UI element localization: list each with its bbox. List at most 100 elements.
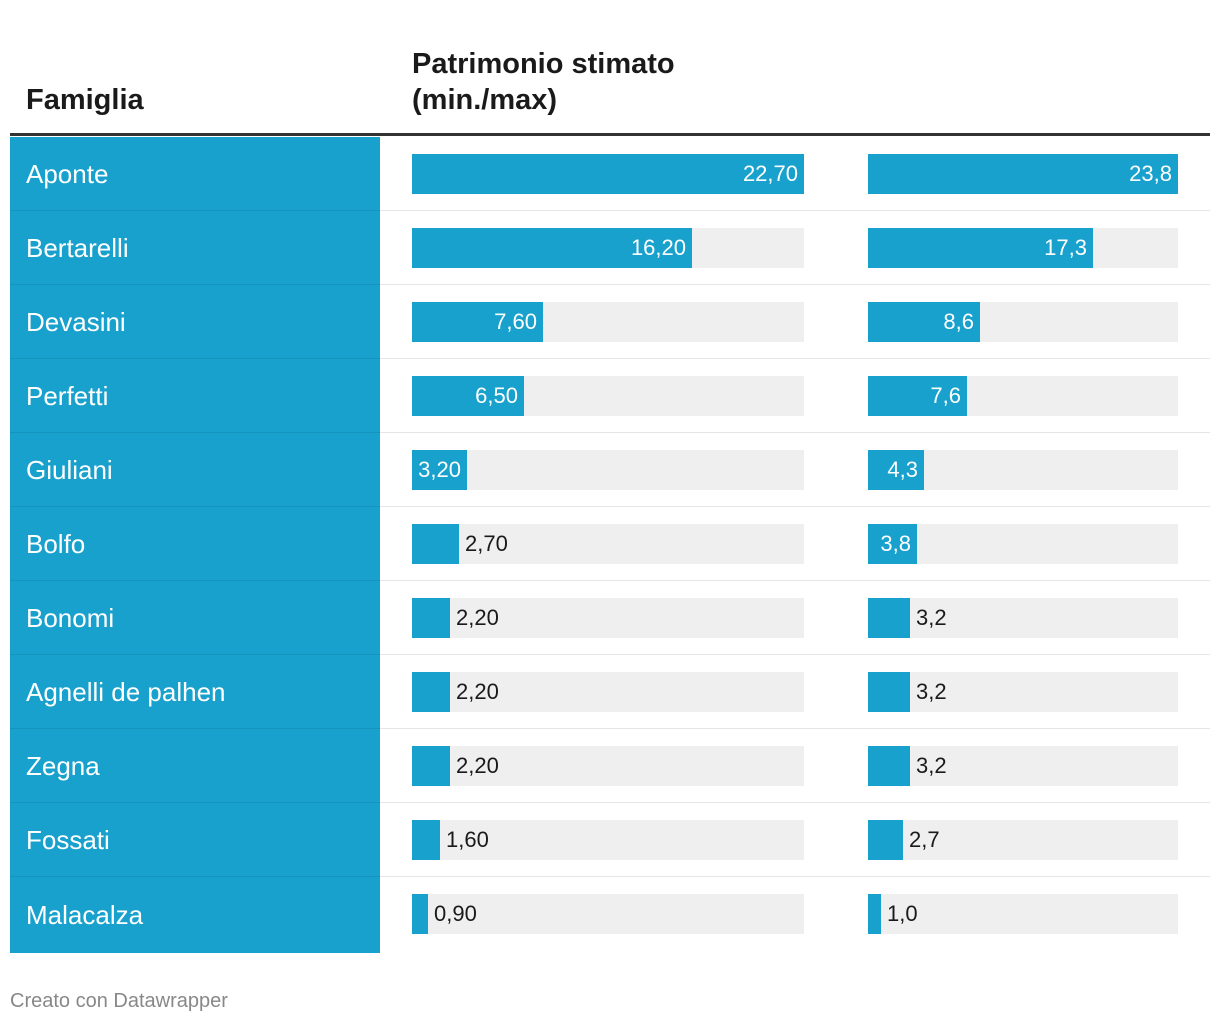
max-bar-track: 17,3 [868,228,1178,268]
max-bar-track: 7,6 [868,376,1178,416]
name-cell-divider [10,802,380,803]
min-bar [412,154,804,194]
min-value-label: 2,70 [465,531,508,556]
max-bar-track: 3,8 [868,524,1178,564]
min-value-label: 0,90 [434,901,477,926]
min-bar [412,598,450,638]
min-bar-track: 16,20 [412,228,804,268]
table-row: Devasini 7,60 8,6 [10,285,1210,359]
footer-credit: Creato con Datawrapper [10,990,228,1012]
max-bar-track: 8,6 [868,302,1178,342]
min-bar [412,376,524,416]
max-value-label: 8,6 [943,309,974,334]
row-divider [380,506,1210,507]
name-cell-divider [10,284,380,285]
family-name-cell: Giuliani [10,433,380,507]
family-name-cell: Bertarelli [10,211,380,285]
table-row: Fossati 1,60 2,7 [10,803,1210,877]
table-row: Bolfo 2,70 3,8 [10,507,1210,581]
max-bar [868,302,980,342]
name-cell-divider [10,432,380,433]
max-bar [868,154,1178,194]
max-value-label: 3,2 [916,679,947,704]
table-row: Aponte 22,70 23,8 [10,137,1210,211]
max-value-label: 3,2 [916,753,947,778]
min-value-label: 2,20 [456,605,499,630]
max-value-label: 23,8 [1129,161,1172,186]
table-row: Giuliani 3,20 4,3 [10,433,1210,507]
name-cell-divider [10,876,380,877]
max-value-label: 3,2 [916,605,947,630]
family-name-cell: Fossati [10,803,380,877]
min-bar-track: 2,20 [412,672,804,712]
row-divider [380,728,1210,729]
family-name-cell: Malacalza [10,877,380,953]
min-bar-track: 2,20 [412,598,804,638]
min-bar [412,228,692,268]
max-bar [868,746,910,786]
name-cell-divider [10,580,380,581]
min-bar [412,820,440,860]
family-name-cell: Agnelli de palhen [10,655,380,729]
row-divider [380,432,1210,433]
family-name-cell: Zegna [10,729,380,803]
max-bar-track: 3,2 [868,672,1178,712]
name-cell-divider [10,654,380,655]
name-cell-divider [10,506,380,507]
max-value-label: 17,3 [1044,235,1087,260]
min-value-label: 22,70 [742,161,798,186]
max-bar [868,376,967,416]
table-row: Zegna 2,20 3,2 [10,729,1210,803]
min-bar-track: 0,90 [412,894,804,934]
row-divider [380,876,1210,877]
max-bar [868,228,1093,268]
family-name-cell: Bonomi [10,581,380,655]
min-bar-track: 7,60 [412,302,804,342]
column-header-wealth-line1: Patrimonio stimato [412,48,675,80]
row-divider [380,580,1210,581]
max-bar-track: 4,3 [868,450,1178,490]
row-divider [380,210,1210,211]
max-value-label: 1,0 [887,901,918,926]
min-value-label: 2,20 [456,679,499,704]
name-cell-divider [10,210,380,211]
header-divider [10,133,1210,136]
family-name-cell: Bolfo [10,507,380,581]
min-bar [412,746,450,786]
min-bar [412,450,467,490]
max-bar-track: 2,7 [868,820,1178,860]
min-value-label: 7,60 [494,309,537,334]
min-bar-track: 2,20 [412,746,804,786]
max-bar [868,672,910,712]
min-value-label: 1,60 [446,827,489,852]
family-name-cell: Perfetti [10,359,380,433]
min-bar-track: 22,70 [412,154,804,194]
table-row: Perfetti 6,50 7,6 [10,359,1210,433]
max-bar [868,450,924,490]
min-bar [412,302,543,342]
column-header-wealth-line2: (min./max) [412,84,558,116]
max-value-label: 3,8 [880,531,911,556]
min-value-label: 16,20 [630,235,686,260]
table-header: Famiglia Patrimonio stimato (min./max) [10,0,1210,136]
min-value-label: 3,20 [418,457,461,482]
min-bar [412,894,428,934]
table-row: Agnelli de palhen 2,20 3,2 [10,655,1210,729]
max-value-label: 4,3 [887,457,918,482]
max-bar [868,894,881,934]
table-row: Bonomi 2,20 3,2 [10,581,1210,655]
max-value-label: 7,6 [930,383,961,408]
min-bar-track: 1,60 [412,820,804,860]
column-header-wealth: Patrimonio stimato (min./max) [412,46,675,118]
min-bar [412,524,459,564]
max-bar-track: 23,8 [868,154,1178,194]
table-row: Malacalza 0,90 1,0 [10,877,1210,953]
table-body: Aponte 22,70 23,8 Bertarelli 16,20 17,3 Devasi… [10,137,1210,953]
table-row: Bertarelli 16,20 17,3 [10,211,1210,285]
name-cell-divider [10,358,380,359]
max-bar [868,524,917,564]
name-cell-divider [10,728,380,729]
min-value-label: 6,50 [475,383,518,408]
max-value-label: 2,7 [909,827,940,852]
max-bar [868,820,903,860]
